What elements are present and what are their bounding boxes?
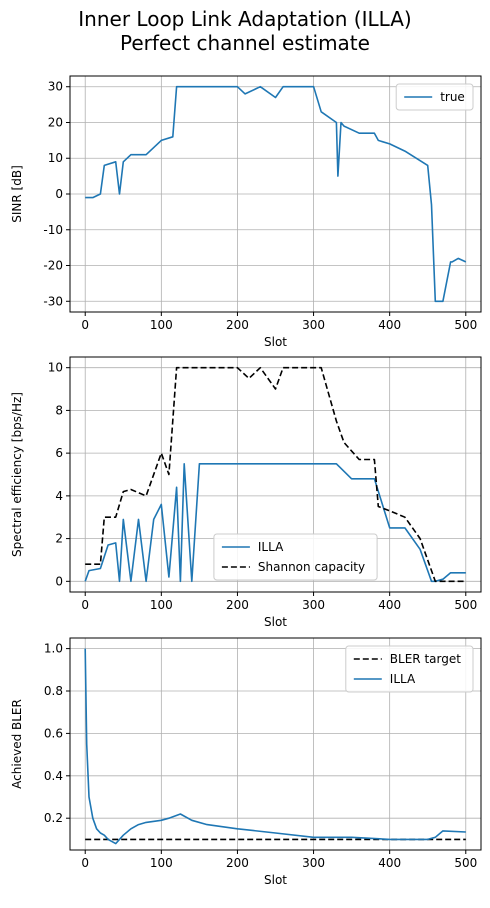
y-tick-label: 20 xyxy=(48,115,63,129)
y-tick-label: 0.6 xyxy=(44,726,63,740)
x-tick-label: 100 xyxy=(150,856,173,870)
chart-3: 0 100 200 300 400 500 0.2 0.4 0.6 0.8 1.0 Slot Achie… xyxy=(10,637,482,887)
y-tick-label: 2 xyxy=(55,532,63,546)
y-tick-label: 10 xyxy=(48,151,63,165)
legend-box xyxy=(395,83,474,111)
y-tick-label: 0.2 xyxy=(44,811,63,825)
y-tick-label: 10 xyxy=(48,361,63,375)
legend-box xyxy=(213,533,378,581)
legend: true xyxy=(395,83,474,111)
y-tick-label: -10 xyxy=(43,223,63,237)
x-tick-label: 300 xyxy=(302,598,325,612)
y-axis-label: SINR [dB] xyxy=(10,165,24,223)
y-tick-label: 4 xyxy=(55,489,63,503)
x-tick-label: 500 xyxy=(454,598,477,612)
legend-box xyxy=(345,645,474,693)
x-tick-label: 100 xyxy=(150,318,173,332)
x-tick-label: 300 xyxy=(302,856,325,870)
legend: BLER target ILLA xyxy=(345,645,474,693)
legend-label: BLER target xyxy=(390,652,461,666)
chart-1: 0 100 200 300 400 500 -30 -20 -10 0 10 20 30 Slot SINR… xyxy=(10,75,482,349)
y-axis-label: Spectral efficiency [bps/Hz] xyxy=(10,392,24,557)
series-line-illa xyxy=(84,462,466,583)
legend-label: Shannon capacity xyxy=(258,560,365,574)
y-tick-label: -20 xyxy=(43,259,63,273)
x-tick-label: 400 xyxy=(378,318,401,332)
figure-title-line2: Perfect channel estimate xyxy=(120,31,370,55)
charts-group: 0 100 200 300 400 500-30-20-100102030SlotSINR… xyxy=(10,75,482,887)
series-line-illa xyxy=(84,648,466,845)
legend-label: ILLA xyxy=(390,672,416,686)
chart-2: 0 100 200 300 400 500 0 2 4 6 8 10 Slot Spectral effi… xyxy=(10,356,482,629)
x-tick-label: 0 xyxy=(81,598,89,612)
x-tick-label: 0 xyxy=(81,856,89,870)
y-tick-label: 0.8 xyxy=(44,684,63,698)
figure-title-line1: Inner Loop Link Adaptation (ILLA) xyxy=(78,7,411,31)
x-tick-label: 500 xyxy=(454,856,477,870)
x-tick-label: 200 xyxy=(226,598,249,612)
x-tick-label: 500 xyxy=(454,318,477,332)
x-tick-label: 400 xyxy=(378,598,401,612)
x-tick-label: 100 xyxy=(150,598,173,612)
y-tick-label: 1.0 xyxy=(44,642,63,656)
x-tick-label: 200 xyxy=(226,856,249,870)
x-tick-label: 200 xyxy=(226,318,249,332)
series-line-shannon-capacity xyxy=(85,366,466,583)
y-axis-label: Achieved BLER xyxy=(10,699,24,789)
y-tick-label: 30 xyxy=(48,80,63,94)
legend-label: ILLA xyxy=(258,540,284,554)
y-tick-label: 6 xyxy=(55,446,63,460)
x-tick-label: 300 xyxy=(302,318,325,332)
y-tick-label: 8 xyxy=(55,403,63,417)
y-tick-label: 0 xyxy=(55,187,63,201)
legend-label: true xyxy=(440,90,465,104)
x-axis-label: Slot xyxy=(264,335,287,349)
x-axis-label: Slot xyxy=(264,873,287,887)
axes-frame xyxy=(69,637,482,851)
series-line-true xyxy=(85,85,467,303)
y-tick-label: 0 xyxy=(55,574,63,588)
legend: ILLA Shannon capacity xyxy=(213,533,378,581)
y-tick-label: -30 xyxy=(43,294,63,308)
x-tick-label: 0 xyxy=(81,318,89,332)
y-tick-label: 0.4 xyxy=(44,769,63,783)
axes-frame xyxy=(69,356,482,593)
x-axis-label: Slot xyxy=(264,615,287,629)
x-tick-label: 400 xyxy=(378,856,401,870)
